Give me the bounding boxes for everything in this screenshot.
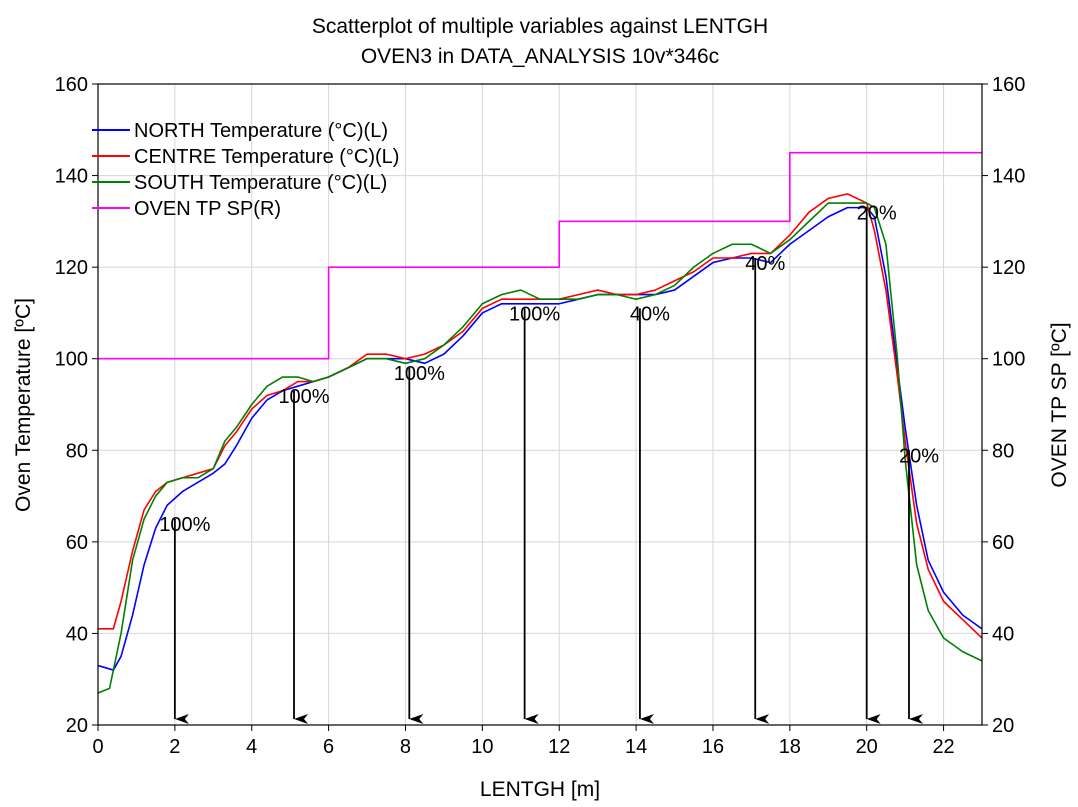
plot-frame xyxy=(97,83,983,726)
chart-title: Scatterplot of multiple variables agains… xyxy=(312,15,768,38)
y-left-tick-label: 60 xyxy=(66,532,88,554)
annotation-label: 40% xyxy=(745,253,785,275)
y-left-tick-label: 40 xyxy=(66,623,88,645)
chart-subtitle: OVEN3 in DATA_ANALYSIS 10v*346c xyxy=(361,45,719,68)
annotation-label: 20% xyxy=(857,203,897,225)
series-line-oven xyxy=(98,151,982,360)
y-axis-left-label: Oven Temperature [ºC] xyxy=(12,298,35,512)
annotation-label: 20% xyxy=(899,445,939,467)
y-right-tick-label: 40 xyxy=(992,623,1014,645)
y-left-tick-label: 100 xyxy=(55,349,88,371)
legend-label: CENTRE Temperature (°C)(L) xyxy=(134,146,399,168)
annotation-label: 100% xyxy=(278,386,329,408)
x-tick-label: 4 xyxy=(246,736,257,758)
x-tick-label: 8 xyxy=(400,736,411,758)
series-group xyxy=(98,151,982,694)
y-right-tick-label: 100 xyxy=(992,349,1025,371)
annotation-label: 100% xyxy=(394,363,445,385)
series-line-south xyxy=(98,202,982,694)
grid xyxy=(98,84,982,725)
series-line-north xyxy=(98,206,982,671)
legend: NORTH Temperature (°C)(L) CENTRE Temperat… xyxy=(92,120,399,220)
x-tick-label: 2 xyxy=(169,736,180,758)
x-tick-label: 20 xyxy=(856,736,878,758)
x-tick-label: 16 xyxy=(702,736,724,758)
x-tick-label: 0 xyxy=(92,736,103,758)
x-tick-label: 14 xyxy=(625,736,647,758)
series-line-centre xyxy=(98,193,982,639)
x-tick-label: 18 xyxy=(779,736,801,758)
y-right-tick-label: 60 xyxy=(992,532,1014,554)
y-left-tick-label: 140 xyxy=(55,166,88,188)
legend-label: OVEN TP SP(R) xyxy=(134,198,281,220)
y-left-tick-label: 120 xyxy=(55,257,88,279)
y-right-tick-label: 140 xyxy=(992,166,1025,188)
annotations: 100% 100% 100% 100% 40% 40% 20% 20% xyxy=(159,203,939,724)
annotation-label: 40% xyxy=(630,303,670,325)
x-tick-label: 22 xyxy=(932,736,954,758)
y-right-tick-label: 120 xyxy=(992,257,1025,279)
y-axis-right-label: OVEN TP SP [ºC] xyxy=(1048,322,1071,487)
legend-label: NORTH Temperature (°C)(L) xyxy=(134,120,388,142)
annotation-label: 100% xyxy=(159,514,210,536)
y-right-tick-label: 80 xyxy=(992,440,1014,462)
x-tick-label: 12 xyxy=(548,736,570,758)
legend-label: SOUTH Temperature (°C)(L) xyxy=(134,172,387,194)
y-right-tick-label: 160 xyxy=(992,74,1025,96)
axes: 0 2 4 6 8 10 12 14 16 18 20 22 20 40 60 80 100 120 140 160 2… xyxy=(55,74,1026,758)
y-left-tick-label: 20 xyxy=(66,715,88,737)
x-tick-label: 6 xyxy=(323,736,334,758)
y-left-tick-label: 80 xyxy=(66,440,88,462)
annotation-label: 100% xyxy=(509,303,560,325)
y-left-tick-label: 160 xyxy=(55,74,88,96)
x-axis-label: LENTGH [m] xyxy=(480,778,600,801)
x-tick-label: 10 xyxy=(471,736,493,758)
y-right-tick-label: 20 xyxy=(992,715,1014,737)
